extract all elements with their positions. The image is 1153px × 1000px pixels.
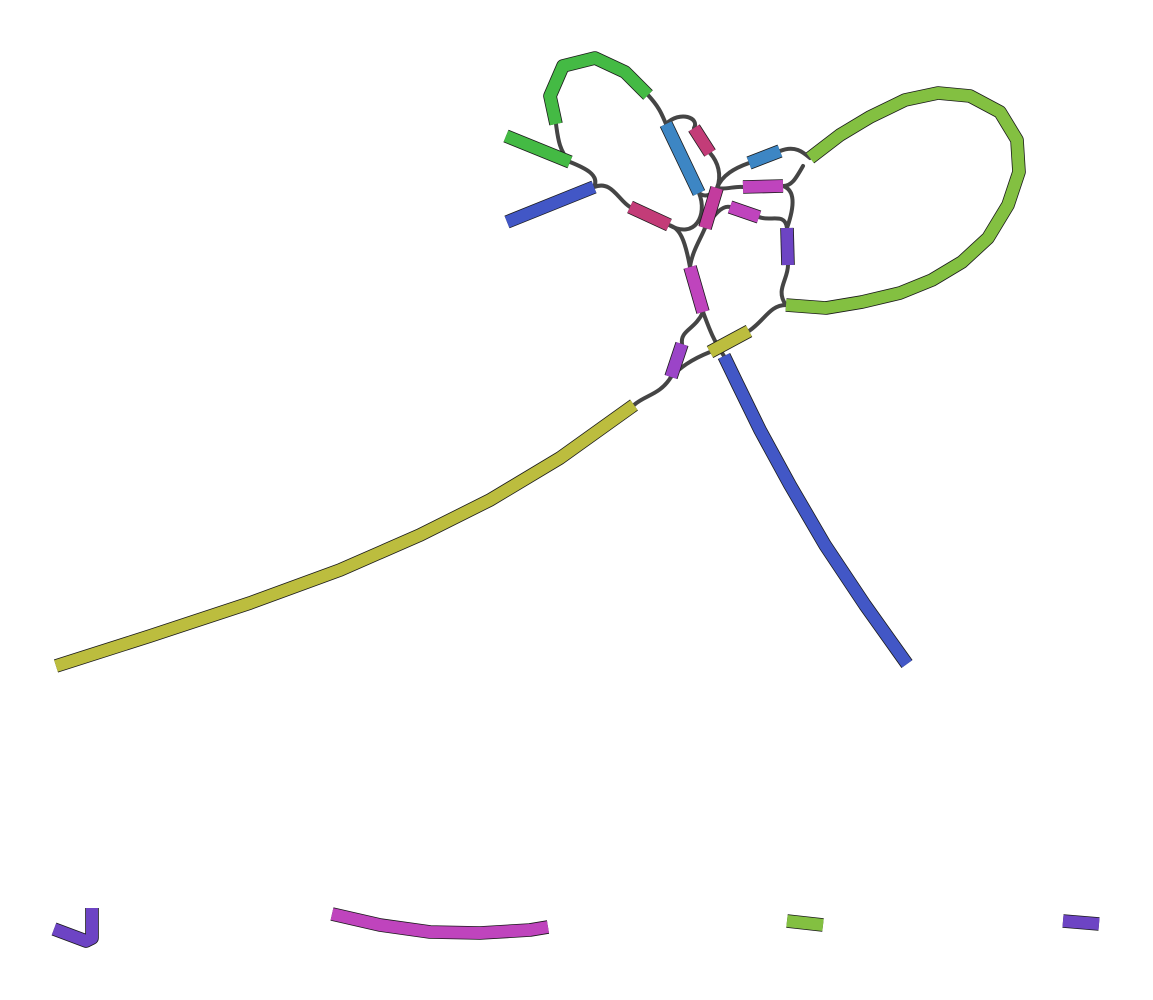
segment-layer	[51, 51, 1100, 948]
segment-magenta-small-horizontal[interactable]	[742, 179, 784, 194]
link-11	[715, 161, 751, 190]
link-18	[779, 263, 790, 307]
link-17	[781, 184, 795, 230]
segment-green-right-loop-outline	[785, 86, 1026, 315]
segment-purple-vertical-fill	[781, 227, 794, 266]
segment-crimson-mid-fill	[627, 201, 672, 231]
link-21	[747, 303, 788, 333]
link-14	[778, 146, 812, 160]
segment-blue-left-stub[interactable]	[504, 180, 597, 229]
segment-green-top-loop[interactable]	[543, 51, 653, 126]
link-15	[781, 164, 805, 188]
link-12	[715, 184, 745, 191]
segment-magenta-vertical-fill	[684, 265, 709, 314]
segment-steelblue-small-right-fill	[746, 145, 783, 169]
segment-green-isolated-small[interactable]	[786, 914, 824, 932]
segment-green-left-stub-fill	[503, 130, 573, 168]
segment-green-isolated-small-fill	[786, 915, 824, 931]
segment-magenta-isolated-arc-fill	[330, 908, 549, 939]
segment-violet-small[interactable]	[664, 341, 689, 380]
segment-violet-small-fill	[665, 342, 688, 379]
segment-crimson-mid[interactable]	[627, 200, 672, 232]
segment-purple-isolated-l[interactable]	[51, 908, 99, 948]
segment-blue-left-stub-fill	[504, 181, 597, 228]
segment-crimson-small-top-fill	[688, 124, 716, 157]
segment-magenta-isolated-arc[interactable]	[330, 907, 550, 940]
link-3	[664, 114, 698, 130]
segment-green-left-stub[interactable]	[503, 129, 573, 169]
segment-purple-isolated-small-fill	[1062, 915, 1100, 930]
segment-steelblue-diagonal-fill	[660, 121, 705, 196]
link-7	[667, 191, 704, 232]
segment-green-right-loop-fill	[785, 87, 1025, 314]
link-20	[679, 310, 705, 346]
segment-magenta-small-diagonal-fill	[728, 201, 761, 223]
segment-purple-isolated-l-fill	[51, 908, 98, 947]
segment-olive-long[interactable]	[53, 399, 638, 673]
segment-crimson-small-top[interactable]	[688, 124, 716, 157]
segment-olive-small[interactable]	[706, 325, 753, 358]
segment-pink-vertical-short[interactable]	[698, 186, 724, 230]
link-22	[632, 375, 673, 407]
link-2	[646, 93, 668, 126]
segment-blue-long-fill	[718, 353, 912, 668]
segment-olive-small-fill	[707, 325, 752, 358]
segment-olive-long-fill	[54, 400, 638, 672]
segment-green-right-loop[interactable]	[785, 86, 1026, 315]
segment-purple-vertical[interactable]	[780, 227, 795, 266]
segment-steelblue-small-right[interactable]	[746, 144, 783, 170]
segment-magenta-small-diagonal[interactable]	[727, 200, 762, 224]
segment-steelblue-diagonal[interactable]	[659, 121, 706, 196]
segment-pink-vertical-short-fill	[699, 186, 723, 230]
segment-olive-long-outline	[53, 399, 638, 673]
segment-magenta-vertical[interactable]	[683, 265, 710, 314]
segment-blue-long[interactable]	[717, 353, 913, 668]
segment-green-top-loop-fill	[544, 52, 653, 126]
segment-purple-isolated-small[interactable]	[1062, 914, 1100, 931]
link-5	[592, 183, 632, 209]
segment-magenta-small-horizontal-fill	[742, 180, 784, 193]
link-4	[568, 160, 598, 189]
link-10	[688, 226, 707, 269]
link-16	[757, 215, 789, 230]
